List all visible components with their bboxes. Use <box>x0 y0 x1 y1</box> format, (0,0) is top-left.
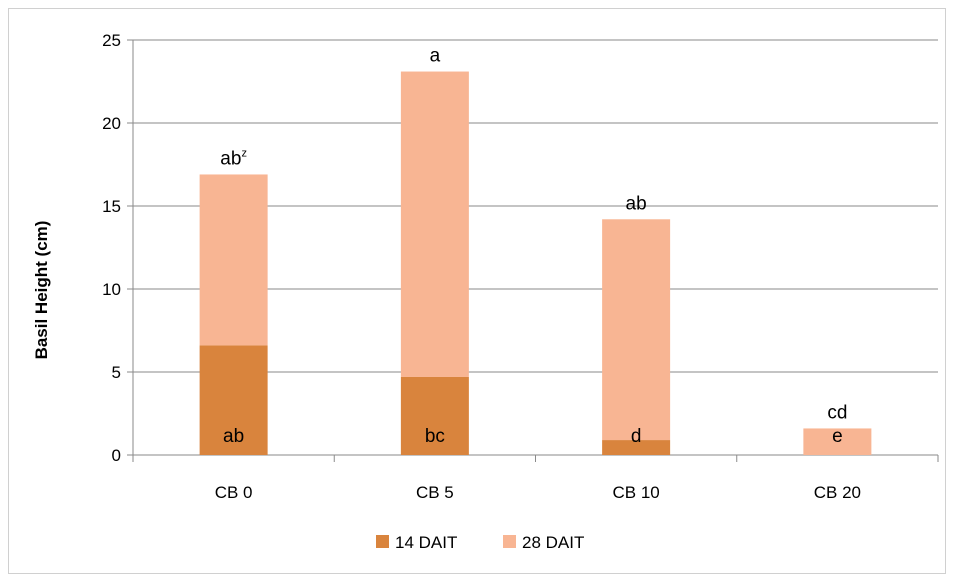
x-tick-label: CB 10 <box>613 483 660 502</box>
x-tick-label: CB 0 <box>215 483 253 502</box>
significance-label: ab <box>626 193 647 214</box>
y-tick-label: 20 <box>102 114 121 133</box>
y-axis: 0 5 10 15 20 25 <box>102 31 134 465</box>
chart-frame <box>8 8 946 574</box>
y-tick-label: 10 <box>102 280 121 299</box>
x-tick-label: CB 20 <box>814 483 861 502</box>
legend-label: 14 DAIT <box>395 533 457 552</box>
y-tick-label: 25 <box>102 31 121 50</box>
x-tick-label: CB 5 <box>416 483 454 502</box>
x-axis: CB 0 CB 5 CB 10 CB 20 <box>132 454 939 502</box>
y-tick-label: 5 <box>112 363 121 382</box>
bar-28-dait <box>400 71 469 377</box>
significance-label: cd <box>827 402 847 423</box>
significance-label: ab <box>223 426 244 447</box>
significance-label: d <box>631 426 642 447</box>
legend-swatch <box>503 535 516 548</box>
bars <box>199 71 872 455</box>
bar-28-dait <box>602 219 671 441</box>
bar-14-dait <box>602 440 671 455</box>
significance-label: abz <box>220 147 247 169</box>
y-axis-title: Basil Height (cm) <box>32 221 51 360</box>
legend-label: 28 DAIT <box>522 533 584 552</box>
bar-28-dait <box>199 174 268 346</box>
y-tick-label: 15 <box>102 197 121 216</box>
bar-14-dait <box>400 376 469 455</box>
legend: 14 DAIT 28 DAIT <box>376 533 584 552</box>
bar-14-dait <box>199 345 268 455</box>
legend-swatch <box>376 535 389 548</box>
bar-labels: ab abz bc a d ab e cd <box>220 46 847 447</box>
significance-label: e <box>832 426 843 447</box>
bar-28-dait <box>803 428 872 455</box>
y-tick-label: 0 <box>112 446 121 465</box>
significance-label: a <box>430 46 441 67</box>
significance-label: bc <box>425 426 445 447</box>
